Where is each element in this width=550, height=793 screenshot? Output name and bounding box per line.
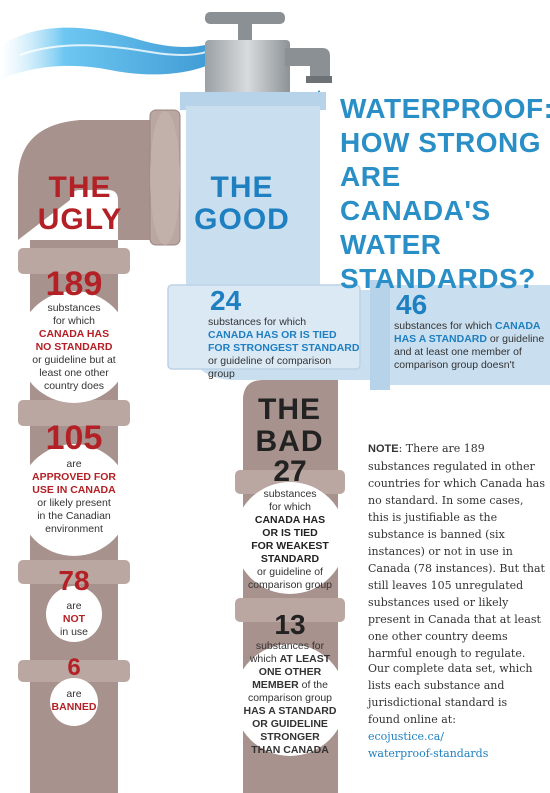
bad-stat-27: 27 substances for which CANADA HAS OR IS…	[240, 456, 340, 592]
bad-label-line: BAD	[255, 425, 324, 458]
stat-text: for which	[52, 315, 95, 327]
stat-text-bold: OR GUIDELINE	[252, 718, 328, 730]
water-splash-icon	[0, 27, 215, 80]
stat-text-bold: CANADA HAS	[38, 328, 110, 340]
stat-text-bold: AT LEAST	[279, 653, 331, 665]
note-text: : There are 189 substances regulated in …	[368, 442, 546, 660]
stat-text-bold: MEMBER	[252, 679, 299, 691]
stat-text-bold: HAS A STANDARD	[394, 333, 487, 345]
title-line: ARE CANADA'S	[340, 161, 491, 226]
good-stat-24: 24 substances for which CANADA HAS OR IS…	[178, 286, 360, 381]
stat-number: 105	[45, 419, 103, 457]
stat-text-bold: OR IS TIED	[262, 527, 318, 539]
stat-text: substances for which	[208, 316, 307, 328]
title-line: STANDARDS?	[340, 263, 536, 294]
stat-text-bold: STANDARD	[260, 553, 320, 565]
title-line: WATERPROOF:	[340, 93, 550, 124]
stat-text-bold: CANADA HAS OR IS TIED	[208, 329, 337, 341]
stat-number: 24	[210, 285, 242, 316]
stat-number: 189	[45, 265, 103, 303]
stat-text: or guideline but at	[32, 354, 116, 366]
data-set-paragraph: Our complete data set, which lists each …	[368, 660, 538, 762]
stat-text-bold: CANADA HAS	[254, 514, 326, 526]
stat-text: comparison group	[247, 692, 333, 704]
stat-text-bold: NO STANDARD	[35, 341, 113, 353]
stat-number: 6	[67, 654, 81, 681]
ugly-stat-6: 6 are BANNED	[22, 654, 126, 714]
stat-text: substances for which	[394, 320, 493, 332]
stat-text: comparison group	[247, 579, 333, 591]
stat-text: comparison group doesn't	[394, 359, 515, 371]
faucet-icon	[205, 12, 332, 106]
bad-stat-13: 13 substances for which AT LEAST ONE OTH…	[240, 610, 340, 757]
stat-text: or guideline	[486, 333, 545, 345]
stat-text-bold: APPROVED FOR	[31, 471, 116, 483]
stat-text: or guideline of comparison group	[208, 355, 332, 380]
stat-text: country does	[43, 380, 105, 392]
good-label-line: THE	[210, 171, 274, 204]
stat-text-bold: THAN CANADA	[251, 744, 329, 756]
note-paragraph: NOTE: There are 189 substances regulated…	[368, 440, 546, 662]
stat-text-bold: BANNED	[51, 701, 97, 713]
link-text[interactable]: waterproof-standards	[368, 747, 489, 760]
link-text[interactable]: ecojustice.ca/	[368, 730, 444, 743]
title-line: WATER	[340, 229, 442, 260]
note-label: NOTE	[368, 443, 399, 455]
stat-text: are	[66, 600, 82, 612]
ugly-stat-78: 78 are NOT in use	[22, 566, 126, 639]
stat-text: of the	[298, 679, 328, 691]
stat-text-bold: ONE OTHER	[258, 666, 322, 678]
ugly-label: THE UGLY	[30, 172, 130, 236]
good-pipe	[167, 92, 550, 390]
good-label-line: GOOD	[194, 203, 290, 236]
title-line: HOW STRONG	[340, 127, 541, 158]
stat-text-bold: HAS A STANDARD	[243, 705, 337, 717]
ugly-label-line: THE	[48, 171, 112, 204]
stat-text-bold: STRONGER	[260, 731, 320, 743]
stat-text: or guideline of	[257, 566, 323, 578]
stat-text: substances for	[255, 640, 325, 652]
stat-text-bold: USE IN CANADA	[32, 484, 116, 496]
stat-text: are	[66, 688, 82, 700]
stat-text: environment	[45, 523, 103, 535]
stat-text: substances	[47, 302, 101, 314]
stat-number: 13	[274, 609, 306, 640]
stat-text: and at least one member of	[394, 346, 522, 358]
stat-text: or likely present	[37, 497, 111, 509]
stat-number: 27	[273, 455, 307, 488]
stat-number: 78	[58, 565, 90, 596]
stat-text-bold: FOR STRONGEST STANDARD	[208, 342, 360, 354]
stat-text-bold: FOR WEAKEST	[251, 540, 329, 552]
stat-text: which	[249, 653, 280, 665]
stat-text: substances	[263, 488, 317, 500]
data-set-text: Our complete data set, which lists each …	[368, 662, 533, 726]
mid-stat-46: 46 substances for which CANADA HAS A STA…	[394, 289, 546, 372]
stat-text: in the Canadian	[37, 510, 111, 522]
stat-text: for which	[268, 501, 311, 513]
ecojustice-link[interactable]: ecojustice.ca/ waterproof-standards	[368, 728, 538, 762]
page-title: WATERPROOF: HOW STRONG ARE CANADA'S WATE…	[340, 92, 550, 296]
ugly-stat-105: 105 are APPROVED FOR USE IN CANADA or li…	[22, 420, 126, 536]
ugly-stat-189: 189 substances for which CANADA HAS NO S…	[22, 266, 126, 393]
bad-label: THE BAD	[242, 394, 337, 458]
stat-text-bold: CANADA	[494, 320, 541, 332]
bad-label-line: THE	[258, 393, 321, 426]
ugly-label-line: UGLY	[37, 203, 123, 236]
stat-text-bold: NOT	[62, 613, 86, 625]
stat-text: in use	[59, 626, 89, 638]
stat-text: least one other	[39, 367, 109, 379]
stat-text: are	[66, 458, 82, 470]
good-label: THE GOOD	[192, 172, 292, 236]
stat-number: 46	[396, 289, 428, 320]
